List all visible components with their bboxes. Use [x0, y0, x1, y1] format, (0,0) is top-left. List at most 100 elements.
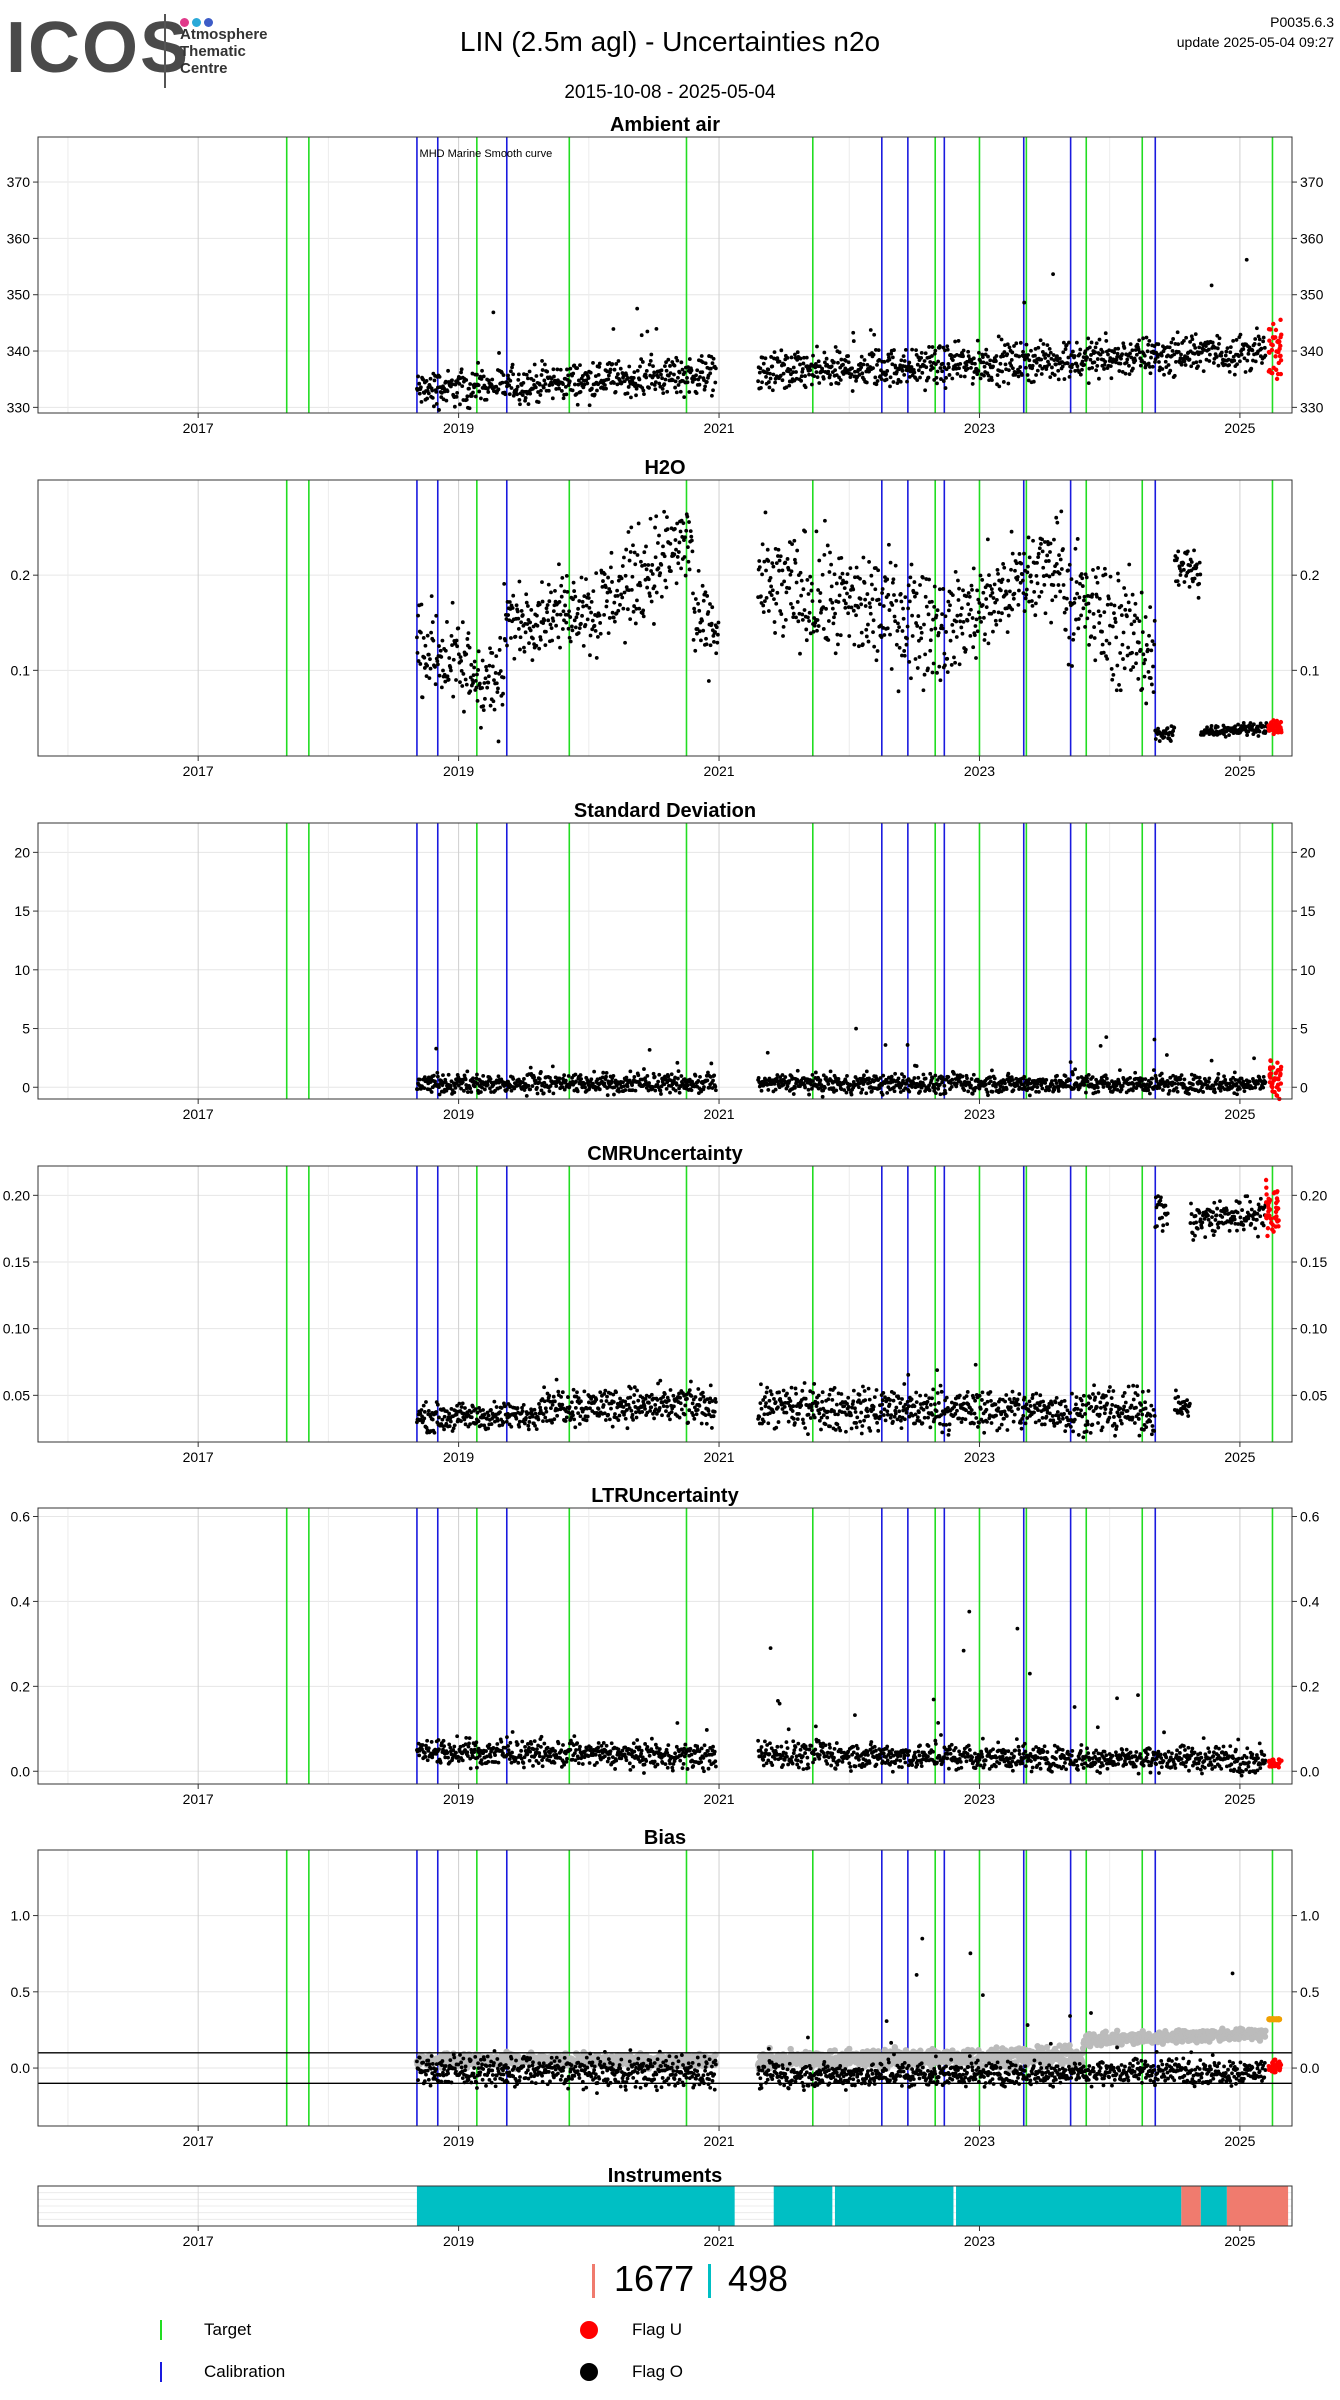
y-tick-label-right: 370 — [1300, 174, 1324, 190]
flag-o-point — [559, 583, 564, 588]
flag-o-point — [598, 631, 603, 636]
flag-o-point — [1152, 642, 1157, 647]
flag-o-point — [575, 402, 580, 407]
flag-o-point — [1110, 677, 1115, 682]
flag-o-point — [913, 657, 918, 661]
flag-o-point — [990, 590, 995, 595]
flag-o-point — [527, 369, 532, 374]
flag-o-point — [1176, 342, 1181, 347]
flag-o-point — [954, 635, 959, 639]
flag-o-point — [1175, 330, 1180, 335]
flag-o-point — [834, 1088, 839, 1093]
flag-o-point — [848, 375, 853, 380]
flag-o-point — [432, 378, 437, 383]
flag-o-point — [662, 382, 667, 387]
flag-o-point — [1249, 366, 1254, 371]
flag-o-point — [1058, 589, 1063, 594]
flag-o-point — [484, 664, 488, 669]
flag-o-point — [1118, 361, 1123, 366]
flag-o-point — [816, 624, 821, 628]
flag-o-point — [987, 378, 992, 383]
flag-o-point — [761, 361, 766, 366]
flag-o-point — [1100, 629, 1104, 634]
flag-o-point — [668, 1090, 672, 1095]
flag-o-point — [476, 360, 480, 365]
flag-o-point — [1082, 363, 1087, 367]
flag-o-point — [1079, 572, 1084, 576]
flag-o-point — [909, 365, 914, 369]
flag-o-point — [649, 569, 654, 573]
flag-o-point — [449, 668, 453, 673]
flag-o-point — [1104, 339, 1109, 343]
flag-o-point — [1215, 724, 1220, 729]
flag-o-point — [568, 615, 573, 619]
flag-o-point — [994, 597, 999, 602]
flag-u-point — [1278, 317, 1283, 323]
plot-frame — [37, 822, 1293, 1100]
flag-o-point — [871, 352, 876, 357]
flag-o-point — [1187, 585, 1192, 589]
flag-o-point — [936, 631, 941, 635]
flag-o-point — [806, 615, 810, 620]
flag-u-point — [1271, 718, 1276, 723]
flag-o-point — [957, 662, 962, 667]
flag-o-point — [477, 681, 482, 686]
flag-o-point — [523, 396, 528, 400]
flag-o-point — [476, 1419, 481, 1424]
flag-o-point — [1116, 578, 1121, 583]
flag-o-point — [818, 591, 823, 595]
flag-o-point — [879, 377, 884, 381]
flag-o-point — [1121, 630, 1126, 635]
flag-o-point — [634, 386, 639, 391]
flag-o-point — [693, 1073, 698, 1078]
flag-o-point — [473, 678, 478, 683]
flag-o-point — [476, 668, 481, 672]
flag-o-point — [534, 374, 539, 378]
flag-o-point — [945, 670, 950, 675]
flag-o-point — [585, 381, 590, 386]
flag-o-point — [599, 1399, 604, 1403]
flag-o-point — [560, 1402, 565, 1407]
flag-o-point — [892, 1089, 897, 1094]
flag-o-point — [813, 1070, 818, 1075]
flag-o-point — [950, 376, 955, 381]
flag-o-point — [1040, 350, 1045, 354]
flag-o-point — [1117, 369, 1122, 373]
flag-o-point — [903, 347, 908, 352]
flag-o-point — [425, 396, 430, 401]
flag-u-point — [1273, 354, 1278, 359]
flag-o-point — [998, 588, 1003, 593]
flag-o-point — [1086, 381, 1091, 386]
flag-o-point — [542, 618, 547, 623]
flag-o-point — [900, 653, 904, 658]
flag-o-point — [695, 368, 700, 373]
flag-o-point — [1232, 372, 1237, 377]
flag-o-point — [1242, 356, 1247, 361]
flag-o-point — [941, 345, 946, 350]
flag-o-point — [547, 599, 552, 604]
y-tick-label-right: 5 — [1300, 1021, 1308, 1037]
flag-o-point — [989, 611, 994, 616]
flag-o-point — [465, 394, 470, 399]
flag-o-point — [854, 378, 858, 383]
flag-o-point — [907, 375, 912, 379]
flag-o-point — [1182, 580, 1187, 584]
flag-o-point — [676, 375, 680, 380]
flag-o-point — [947, 365, 951, 370]
flag-o-point — [1039, 542, 1043, 546]
flag-o-point — [539, 388, 543, 393]
y-tick-label-right: 350 — [1300, 287, 1324, 303]
flag-o-point — [992, 582, 997, 587]
flag-o-point — [635, 598, 639, 603]
flag-o-point — [1093, 658, 1098, 663]
date-range: 2015-10-08 - 2025-05-04 — [564, 82, 776, 103]
flag-o-point — [795, 548, 800, 553]
flag-o-point — [1157, 368, 1162, 373]
flag-o-point — [793, 557, 797, 562]
flag-o-point — [982, 638, 987, 642]
flag-o-point — [650, 563, 655, 567]
flag-o-point — [1042, 582, 1047, 587]
flag-o-point — [940, 612, 945, 616]
flag-o-point — [1104, 638, 1109, 643]
flag-o-point — [447, 1411, 452, 1416]
